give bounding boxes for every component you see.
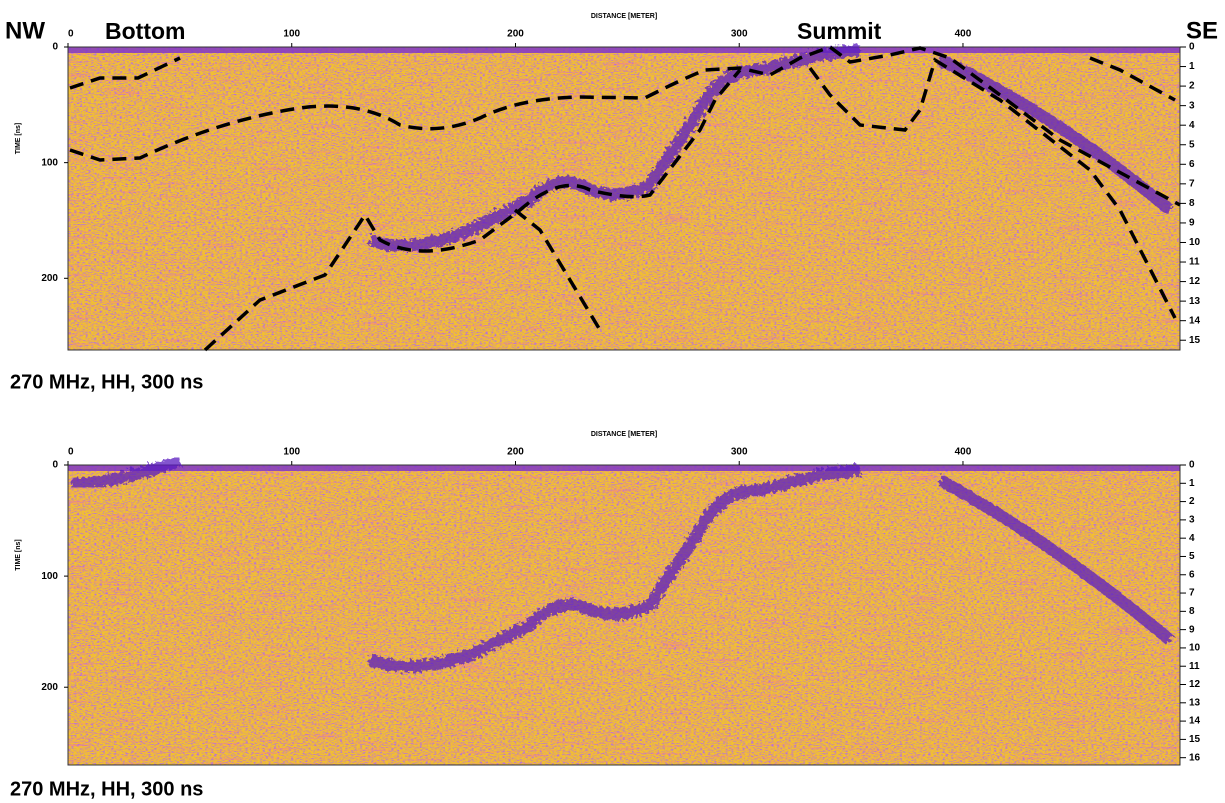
y2-tick-label: 3 [1189, 100, 1195, 111]
y2-tick-label: 8 [1189, 198, 1195, 209]
y2-tick-label: 15 [1189, 335, 1201, 346]
x-tick-label: 0 [68, 447, 74, 458]
figure: DISTANCE [METER]0100200300400TIME [ns]01… [0, 0, 1225, 803]
y2-tick-label: 7 [1189, 588, 1195, 599]
y2-tick-label: 16 [1189, 752, 1201, 763]
y-tick-label: 0 [52, 460, 58, 471]
x-axis-label: DISTANCE [METER] [591, 13, 657, 20]
y2-tick-label: 6 [1189, 159, 1195, 170]
y-tick-label: 0 [52, 42, 58, 53]
y2-tick-label: 11 [1189, 661, 1200, 672]
x-tick-label: 100 [283, 29, 300, 40]
y2-tick-label: 14 [1189, 716, 1201, 727]
y2-tick-label: 2 [1189, 81, 1195, 92]
x-tick-label: 300 [731, 29, 748, 40]
y2-tick-label: 14 [1189, 315, 1201, 326]
y2-tick-label: 9 [1189, 624, 1195, 635]
surface-band [68, 465, 1180, 471]
y-axis-label: TIME [ns] [15, 539, 22, 571]
x-tick-label: 400 [955, 29, 972, 40]
x-tick-label: 300 [731, 447, 748, 458]
page: DISTANCE [METER]0100200300400TIME [ns]01… [0, 0, 1225, 803]
radargram-panel: DISTANCE [METER] 0 100 200 300 400 TIME [ns] 0 1… [10, 13, 1201, 393]
annotation: Bottom [105, 18, 185, 44]
y2-tick-label: 4 [1189, 533, 1195, 544]
y2-tick-label: 9 [1189, 218, 1195, 229]
x-axis-label: DISTANCE [METER] [591, 431, 657, 438]
y2-tick-label: 12 [1189, 679, 1201, 690]
x-tick-label: 100 [283, 447, 300, 458]
x-tick-label: 0 [68, 29, 74, 40]
y-tick-label: 200 [41, 273, 58, 284]
y2-tick-label: 4 [1189, 120, 1195, 131]
y-tick-label: 100 [41, 157, 58, 168]
x-tick-label: 200 [507, 29, 524, 40]
y2-tick-label: 11 [1189, 257, 1200, 268]
y2-tick-label: 3 [1189, 515, 1195, 526]
y2-tick-label: 7 [1189, 178, 1195, 189]
x-tick-label: 200 [507, 447, 524, 458]
y2-tick-label: 1 [1189, 61, 1195, 72]
y2-tick-label: 1 [1189, 478, 1195, 489]
y2-tick-label: 8 [1189, 606, 1195, 617]
y-tick-label: 200 [41, 682, 58, 693]
y-axis-label: TIME [ns] [15, 123, 22, 155]
y2-tick-label: 5 [1189, 139, 1195, 150]
y2-tick-label: 6 [1189, 569, 1195, 580]
y-tick-label: 100 [41, 571, 58, 582]
y2-tick-label: 5 [1189, 551, 1195, 562]
y2-tick-label: 0 [1189, 460, 1195, 471]
caption: 270 MHz, HH, 300 ns [10, 778, 203, 800]
y2-tick-label: 10 [1189, 237, 1201, 248]
annotation: Summit [797, 18, 882, 44]
surface-band [68, 47, 1180, 53]
annotation: SE [1186, 17, 1218, 44]
y2-tick-label: 2 [1189, 496, 1195, 507]
y2-tick-label: 13 [1189, 296, 1201, 307]
x-tick-label: 400 [955, 447, 972, 458]
annotation: NW [5, 17, 45, 44]
y2-tick-label: 13 [1189, 697, 1201, 708]
caption: 270 MHz, HH, 300 ns [10, 371, 203, 393]
y2-tick-label: 12 [1189, 276, 1201, 287]
y2-tick-label: 15 [1189, 734, 1201, 745]
y2-tick-label: 10 [1189, 643, 1201, 654]
